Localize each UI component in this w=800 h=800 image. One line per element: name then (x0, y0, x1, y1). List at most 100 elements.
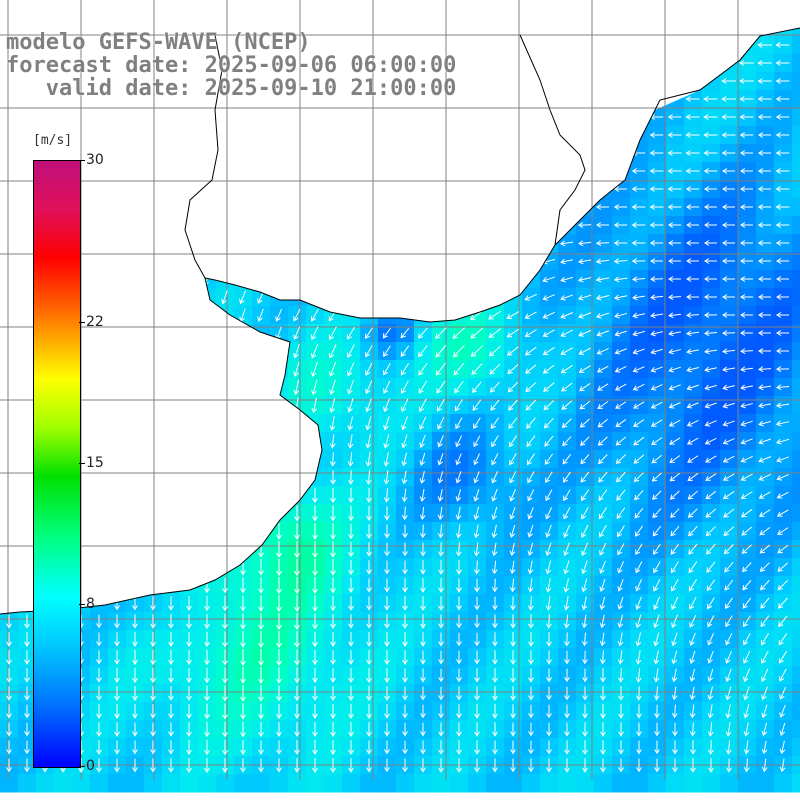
wind-arrow (632, 348, 645, 355)
wind-arrow (294, 649, 300, 666)
wind-arrow (760, 597, 770, 609)
wind-arrow (474, 686, 480, 701)
wind-arrow (544, 435, 554, 447)
wind-arrow (491, 578, 498, 593)
wind-arrow (510, 758, 516, 773)
wind-arrow (330, 505, 336, 522)
wind-arrow (312, 559, 318, 576)
wind-arrow (507, 381, 519, 393)
wind-arrow (600, 668, 606, 683)
wind-cell (126, 774, 145, 793)
wind-arrow (563, 560, 570, 575)
wind-arrow (546, 722, 552, 737)
wind-arrow (741, 544, 752, 554)
wind-arrow (491, 524, 498, 539)
wind-arrow (721, 150, 736, 156)
wind-arrow (633, 472, 644, 483)
wind-arrow (492, 740, 498, 755)
wind-arrow (618, 686, 624, 701)
wind-arrow (510, 632, 516, 647)
wind-arrow (347, 452, 354, 467)
wind-arrow (24, 668, 30, 683)
wind-arrow (366, 685, 372, 702)
wind-arrow (383, 488, 390, 503)
wind-arrow (527, 471, 535, 484)
wind-arrow (615, 401, 627, 409)
wind-arrow (455, 471, 462, 484)
wind-arrow (632, 276, 646, 283)
wind-arrow (776, 348, 789, 354)
wind-arrow (330, 577, 336, 594)
wind-arrow (401, 434, 408, 449)
wind-arrow (706, 561, 716, 573)
wind-arrow (721, 114, 736, 120)
wind-arrow (613, 240, 628, 246)
wind-arrow (491, 560, 498, 575)
wind-arrow (759, 562, 770, 572)
wind-arrow (617, 650, 624, 665)
wind-arrow (743, 633, 751, 646)
wind-arrow (438, 740, 444, 755)
wind-arrow (667, 132, 682, 138)
wind-arrow (222, 577, 228, 594)
wind-arrow (668, 240, 681, 246)
wind-arrow (775, 168, 790, 174)
wind-arrow (455, 542, 462, 557)
wind-arrow (474, 614, 480, 629)
wind-arrow (667, 168, 682, 174)
wind-arrow (722, 276, 735, 282)
wind-cell (792, 198, 800, 217)
wind-arrow (294, 559, 300, 576)
wind-arrow (506, 311, 520, 320)
wind-arrow (704, 348, 718, 355)
wind-cell (288, 774, 307, 793)
wind-arrow (509, 506, 516, 520)
wind-arrow (707, 633, 715, 646)
wind-arrow (528, 704, 534, 719)
wind-arrow (293, 379, 300, 396)
wind-arrow (240, 631, 246, 648)
wind-cell (792, 666, 800, 685)
wind-arrow (703, 150, 718, 156)
wind-arrow (204, 613, 210, 630)
wind-arrow (330, 595, 336, 612)
wind-arrow (276, 541, 282, 558)
wind-arrow (366, 524, 372, 539)
wind-arrow (618, 704, 624, 719)
wind-arrow (384, 740, 390, 755)
wind-arrow (777, 544, 789, 554)
wind-arrow (258, 595, 264, 612)
wind-arrow (759, 544, 771, 554)
wind-arrow (636, 758, 642, 773)
wind-arrow (366, 722, 372, 737)
wind-arrow (348, 668, 354, 683)
wind-arrow (632, 312, 645, 319)
wind-arrow (455, 506, 462, 521)
wind-arrow (671, 686, 678, 701)
wind-arrow (649, 186, 664, 192)
wind-arrow (757, 168, 772, 174)
wind-arrow (294, 685, 300, 702)
wind-arrow (276, 703, 282, 720)
wind-arrow (150, 596, 156, 611)
wind-arrow (652, 508, 662, 519)
wind-arrow (595, 204, 610, 210)
wind-arrow (599, 560, 606, 574)
wind-arrow (596, 347, 609, 355)
wind-arrow (330, 541, 336, 558)
wind-cell (792, 486, 800, 505)
wind-cell (792, 72, 800, 91)
wind-arrow (168, 722, 174, 737)
wind-arrow (329, 379, 336, 395)
wind-arrow (600, 686, 606, 701)
wind-arrow (758, 491, 771, 499)
wind-arrow (636, 722, 642, 737)
wind-arrow (438, 650, 444, 665)
wind-arrow (491, 488, 498, 502)
wind-arrow (510, 596, 516, 611)
wind-arrow (492, 596, 498, 611)
wind-arrow (456, 668, 462, 683)
wind-arrow (204, 649, 210, 666)
wind-arrow (258, 721, 264, 738)
wind-arrow (743, 650, 751, 664)
